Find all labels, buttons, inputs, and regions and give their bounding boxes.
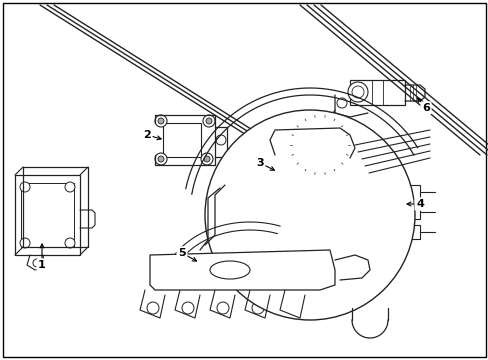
Text: 3: 3: [256, 158, 263, 168]
Circle shape: [182, 302, 194, 314]
Circle shape: [147, 302, 159, 314]
Bar: [389, 205, 419, 219]
Circle shape: [336, 98, 346, 108]
Ellipse shape: [209, 261, 249, 279]
Circle shape: [297, 123, 341, 167]
Circle shape: [195, 260, 204, 270]
Circle shape: [216, 135, 225, 145]
Circle shape: [289, 115, 349, 175]
Circle shape: [286, 302, 298, 314]
Circle shape: [33, 259, 41, 267]
Circle shape: [305, 131, 333, 159]
Circle shape: [158, 156, 163, 162]
Text: 6: 6: [421, 103, 429, 113]
Circle shape: [347, 82, 367, 102]
Circle shape: [20, 238, 30, 248]
Bar: [21, 183, 74, 247]
Polygon shape: [150, 250, 334, 290]
Text: 5: 5: [178, 248, 185, 258]
Circle shape: [203, 156, 209, 162]
Circle shape: [205, 118, 212, 124]
Circle shape: [351, 86, 363, 98]
Text: 1: 1: [38, 260, 46, 270]
Circle shape: [204, 110, 414, 320]
Bar: [389, 225, 419, 239]
Circle shape: [65, 238, 75, 248]
Circle shape: [201, 153, 213, 165]
Bar: [389, 185, 419, 199]
Circle shape: [251, 302, 264, 314]
Circle shape: [280, 258, 289, 268]
Circle shape: [65, 182, 75, 192]
Circle shape: [155, 115, 167, 127]
Text: 2: 2: [143, 130, 151, 140]
Bar: [349, 80, 404, 105]
Text: 4: 4: [415, 199, 423, 209]
Circle shape: [158, 118, 163, 124]
Circle shape: [160, 270, 170, 280]
Bar: [163, 123, 201, 157]
Circle shape: [20, 182, 30, 192]
Circle shape: [314, 267, 325, 277]
Circle shape: [203, 115, 215, 127]
Circle shape: [217, 302, 228, 314]
Circle shape: [155, 153, 167, 165]
Bar: [15, 175, 80, 255]
